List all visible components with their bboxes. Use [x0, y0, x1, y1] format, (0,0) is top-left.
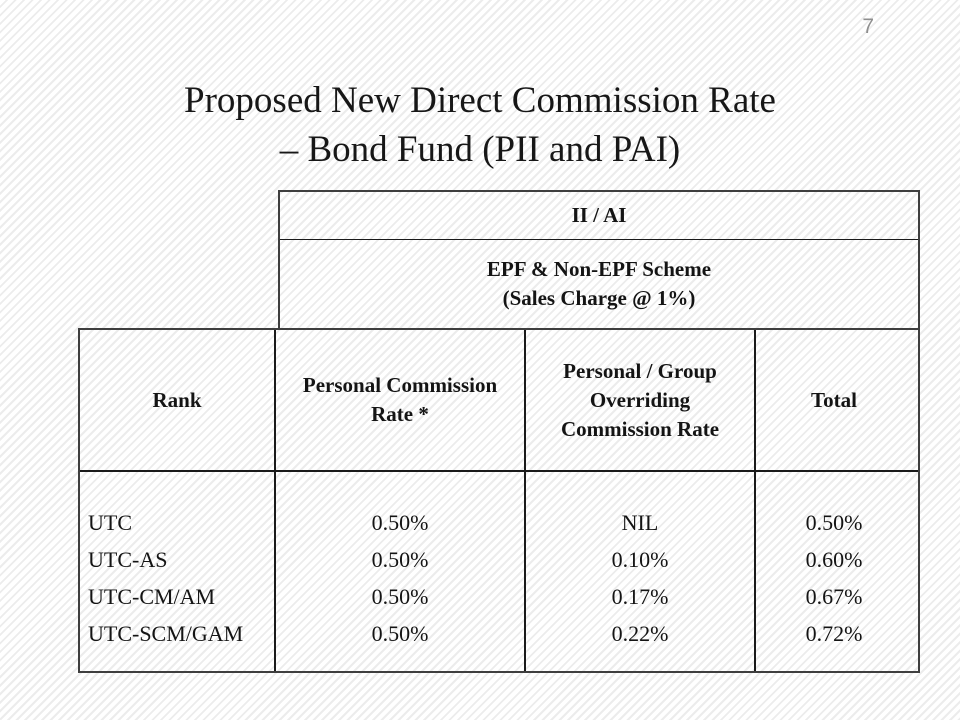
rank-column-values: UTC UTC-AS UTC-CM/AM UTC-SCM/GAM [80, 472, 276, 671]
rank-value: UTC [88, 509, 132, 535]
rank-value: UTC-CM/AM [88, 583, 216, 609]
slide-title: Proposed New Direct Commission Rate – Bo… [0, 76, 960, 174]
overriding-commission-value: NIL [621, 509, 659, 535]
table-header-block: II / AI EPF & Non-EPF Scheme (Sales Char… [278, 190, 920, 328]
overriding-commission-value: 0.17% [611, 583, 669, 609]
total-value: 0.60% [805, 546, 863, 572]
overriding-commission-value: 0.22% [611, 620, 669, 646]
personal-commission-value: 0.50% [371, 509, 429, 535]
overriding-commission-value: 0.10% [611, 546, 669, 572]
slide-page-number: 7 [862, 15, 874, 38]
column-header-rank: Rank [80, 330, 276, 470]
personal-commission-column-values: 0.50% 0.50% 0.50% 0.50% [276, 472, 526, 671]
table-body-row: UTC UTC-AS UTC-CM/AM UTC-SCM/GAM 0.50% 0… [80, 472, 918, 671]
slide-title-line1: Proposed New Direct Commission Rate [184, 80, 776, 121]
table-scheme-header: EPF & Non-EPF Scheme (Sales Charge @ 1%) [486, 257, 712, 310]
table-main-block: Rank Personal Commission Rate * Personal… [78, 328, 920, 673]
total-value: 0.67% [805, 583, 863, 609]
total-value: 0.72% [805, 620, 863, 646]
overriding-commission-column-values: NIL 0.10% 0.17% 0.22% [526, 472, 756, 671]
rank-value: UTC-SCM/GAM [88, 620, 244, 646]
column-header-total: Total [811, 387, 857, 412]
personal-commission-value: 0.50% [371, 620, 429, 646]
column-header-personal-commission: Personal Commission Rate * [276, 330, 526, 470]
commission-rate-table: II / AI EPF & Non-EPF Scheme (Sales Char… [78, 190, 920, 673]
personal-commission-value: 0.50% [371, 583, 429, 609]
total-column-values: 0.50% 0.60% 0.67% 0.72% [756, 472, 912, 671]
total-value: 0.50% [805, 509, 863, 535]
personal-commission-value: 0.50% [371, 546, 429, 572]
table-column-header-row: Rank Personal Commission Rate * Personal… [80, 330, 918, 472]
column-header-overriding-commission: Personal / Group Overriding Commission R… [526, 330, 756, 470]
table-group-header: II / AI [280, 192, 918, 240]
slide-title-line2: – Bond Fund (PII and PAI) [279, 129, 681, 170]
rank-value: UTC-AS [88, 546, 168, 572]
